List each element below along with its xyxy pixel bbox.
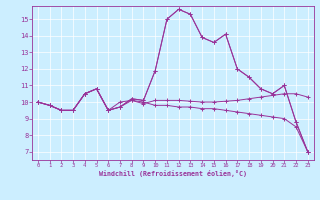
X-axis label: Windchill (Refroidissement éolien,°C): Windchill (Refroidissement éolien,°C) [99,170,247,177]
